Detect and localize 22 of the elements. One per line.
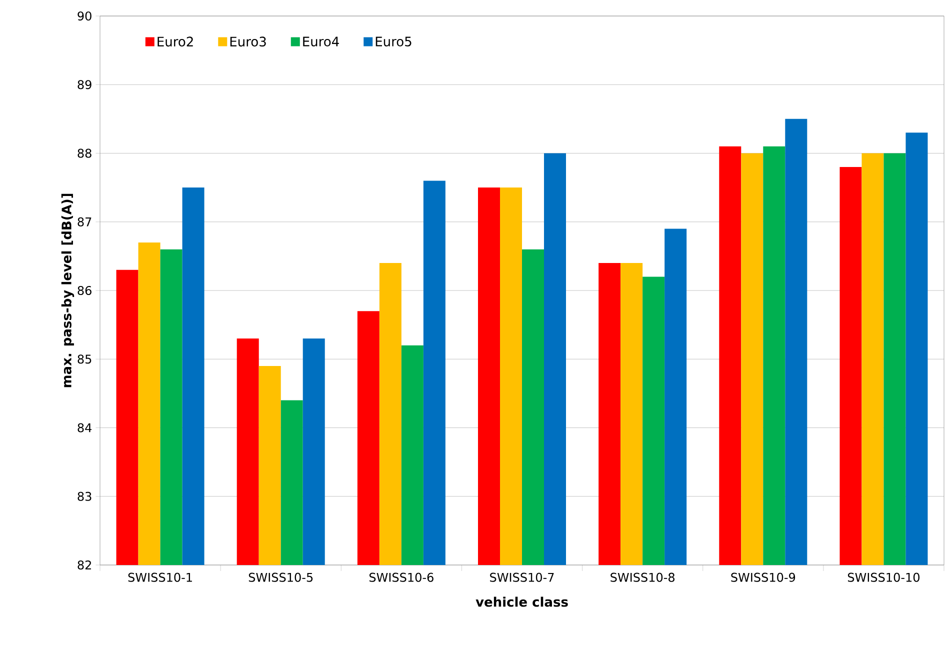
y-tick-label: 90 bbox=[78, 11, 92, 21]
y-tick-label: 85 bbox=[78, 354, 92, 364]
x-tick-label: SWISS10-6 bbox=[369, 572, 434, 582]
y-tick-label: 88 bbox=[78, 148, 92, 158]
x-tick-label: SWISS10-10 bbox=[848, 572, 920, 582]
legend-label: Euro3 bbox=[230, 36, 266, 46]
x-tick-label: SWISS10-9 bbox=[731, 572, 796, 582]
x-tick-label: SWISS10-5 bbox=[248, 572, 313, 582]
y-tick-label: 86 bbox=[78, 286, 92, 296]
y-tick-label: 87 bbox=[78, 217, 92, 226]
legend-label: Euro2 bbox=[158, 36, 193, 46]
legend-label: Euro5 bbox=[376, 36, 412, 46]
x-tick-label: SWISS10-8 bbox=[610, 572, 674, 582]
y-tick-label: 83 bbox=[78, 492, 92, 501]
y-tick-label: 84 bbox=[78, 423, 92, 432]
y-axis-title: max. pass-by level [dB(A)] bbox=[61, 194, 74, 388]
x-axis-title: vehicle class bbox=[476, 596, 568, 607]
x-tick-label: SWISS10-7 bbox=[490, 572, 554, 582]
y-tick-label: 82 bbox=[78, 560, 91, 570]
legend-label: Euro4 bbox=[303, 36, 339, 46]
x-tick-label: SWISS10-1 bbox=[128, 572, 192, 582]
y-tick-label: 89 bbox=[78, 80, 92, 90]
